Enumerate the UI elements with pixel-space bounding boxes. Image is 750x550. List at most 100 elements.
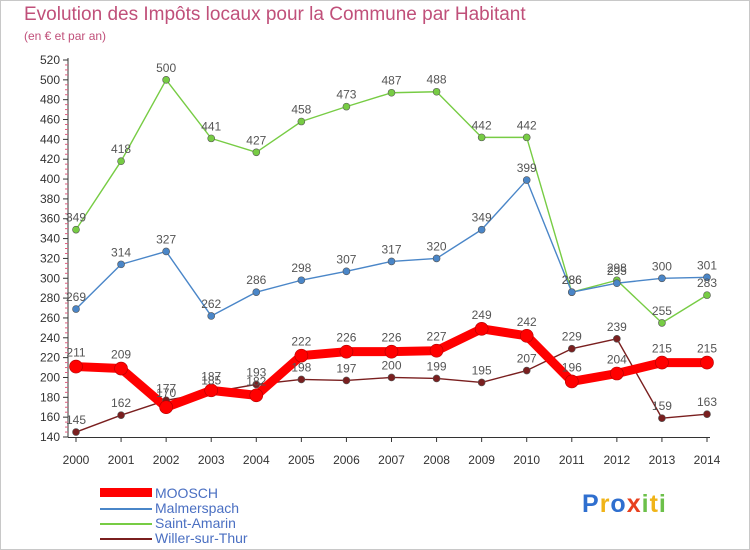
legend-label-willer-sur-thur: Willer-sur-Thur [155, 530, 248, 546]
data-point [117, 157, 125, 165]
x-tick-label: 2012 [604, 453, 631, 467]
data-label: 255 [652, 304, 672, 318]
data-point [613, 334, 621, 343]
data-label: 145 [66, 413, 86, 427]
data-point [610, 366, 624, 381]
y-tick-label: 500 [40, 73, 60, 87]
data-label: 320 [427, 239, 447, 253]
logo-letter: i [658, 490, 667, 518]
data-point [72, 305, 80, 313]
series-line [75, 79, 708, 324]
data-label: 239 [607, 320, 627, 334]
data-label: 207 [517, 352, 537, 366]
data-label: 399 [517, 161, 537, 175]
data-point [655, 355, 669, 370]
data-point [477, 133, 486, 142]
data-label: 458 [291, 103, 311, 117]
x-tick-label: 2002 [153, 453, 180, 467]
data-point [297, 375, 306, 384]
data-label: 488 [427, 73, 447, 87]
x-tick-label: 2010 [513, 453, 540, 467]
data-label: 200 [381, 358, 401, 372]
data-label: 185 [201, 373, 221, 387]
y-tick-label: 440 [40, 132, 60, 146]
data-point [567, 344, 576, 353]
legend-swatch-saint-amarin [100, 523, 152, 525]
legend-swatch-moosch [100, 488, 152, 497]
x-tick-label: 2009 [468, 453, 495, 467]
y-tick-label: 320 [40, 251, 60, 265]
y-tick-label: 380 [40, 192, 60, 206]
data-point [204, 383, 219, 398]
data-label: 300 [652, 259, 672, 273]
data-point [567, 288, 576, 296]
data-point [474, 322, 489, 336]
data-label: 249 [472, 308, 492, 322]
data-label: 298 [291, 261, 311, 275]
data-point [432, 374, 441, 383]
y-tick-label: 340 [40, 232, 60, 246]
data-label: 327 [156, 232, 176, 246]
data-label: 159 [652, 399, 672, 413]
data-point [159, 400, 173, 415]
data-point [162, 247, 170, 256]
data-point [387, 373, 396, 382]
data-label: 473 [336, 88, 356, 102]
data-label: 177 [156, 381, 176, 395]
data-point [249, 388, 264, 403]
data-point [117, 260, 125, 269]
data-label: 163 [697, 395, 717, 409]
data-label: 500 [156, 61, 176, 75]
y-tick-label: 360 [40, 212, 60, 226]
data-label: 204 [607, 353, 627, 367]
data-label: 226 [336, 331, 356, 345]
y-tick-label: 300 [40, 271, 60, 285]
y-tick-label: 200 [40, 370, 60, 384]
data-label: 442 [472, 118, 492, 132]
chart-subtitle: (en € et par an) [24, 29, 107, 43]
proxiti-logo: Proxiti [582, 490, 667, 519]
data-label: 215 [697, 342, 717, 356]
chart-title: Evolution des Impôts locaux pour la Comm… [24, 4, 526, 25]
data-point [703, 273, 711, 282]
y-tick-label: 280 [40, 291, 60, 305]
data-point [339, 344, 354, 359]
data-point [162, 76, 170, 84]
data-label: 187 [201, 369, 221, 383]
data-label: 307 [336, 252, 356, 266]
data-label: 269 [66, 290, 86, 304]
data-label: 198 [291, 360, 311, 374]
data-point [384, 344, 399, 359]
logo-letter: o [610, 490, 627, 518]
x-tick-label: 2000 [63, 453, 90, 467]
data-point [114, 361, 128, 376]
data-point [294, 348, 309, 363]
data-label: 215 [652, 342, 672, 356]
data-label: 283 [697, 276, 717, 290]
legend-label-moosch: MOOSCH [155, 485, 218, 501]
data-label: 162 [111, 396, 131, 410]
data-point [252, 148, 261, 157]
chart-data-labels: 145 162 177 185 193 198 197 200 199 195 207 229 239 1… [66, 61, 717, 427]
y-tick-label: 400 [40, 172, 60, 186]
data-point [207, 312, 216, 320]
legend-swatch-malmerspach [100, 508, 152, 510]
data-label: 314 [111, 245, 131, 259]
data-point [432, 254, 441, 263]
data-label: 298 [607, 261, 627, 275]
logo-letter: P [582, 490, 600, 518]
y-tick-label: 160 [40, 410, 60, 424]
logo-letter: i [641, 490, 650, 518]
data-point [522, 133, 531, 142]
data-label: 197 [336, 361, 356, 375]
data-label: 229 [562, 330, 582, 344]
data-label: 286 [562, 273, 582, 287]
data-label: 349 [472, 211, 492, 225]
data-label: 442 [517, 118, 537, 132]
data-point [72, 225, 80, 234]
data-label: 195 [472, 363, 492, 377]
data-label: 427 [246, 133, 266, 147]
y-tick-label: 220 [40, 351, 60, 365]
data-label: 226 [381, 331, 401, 345]
data-label: 222 [291, 335, 311, 349]
